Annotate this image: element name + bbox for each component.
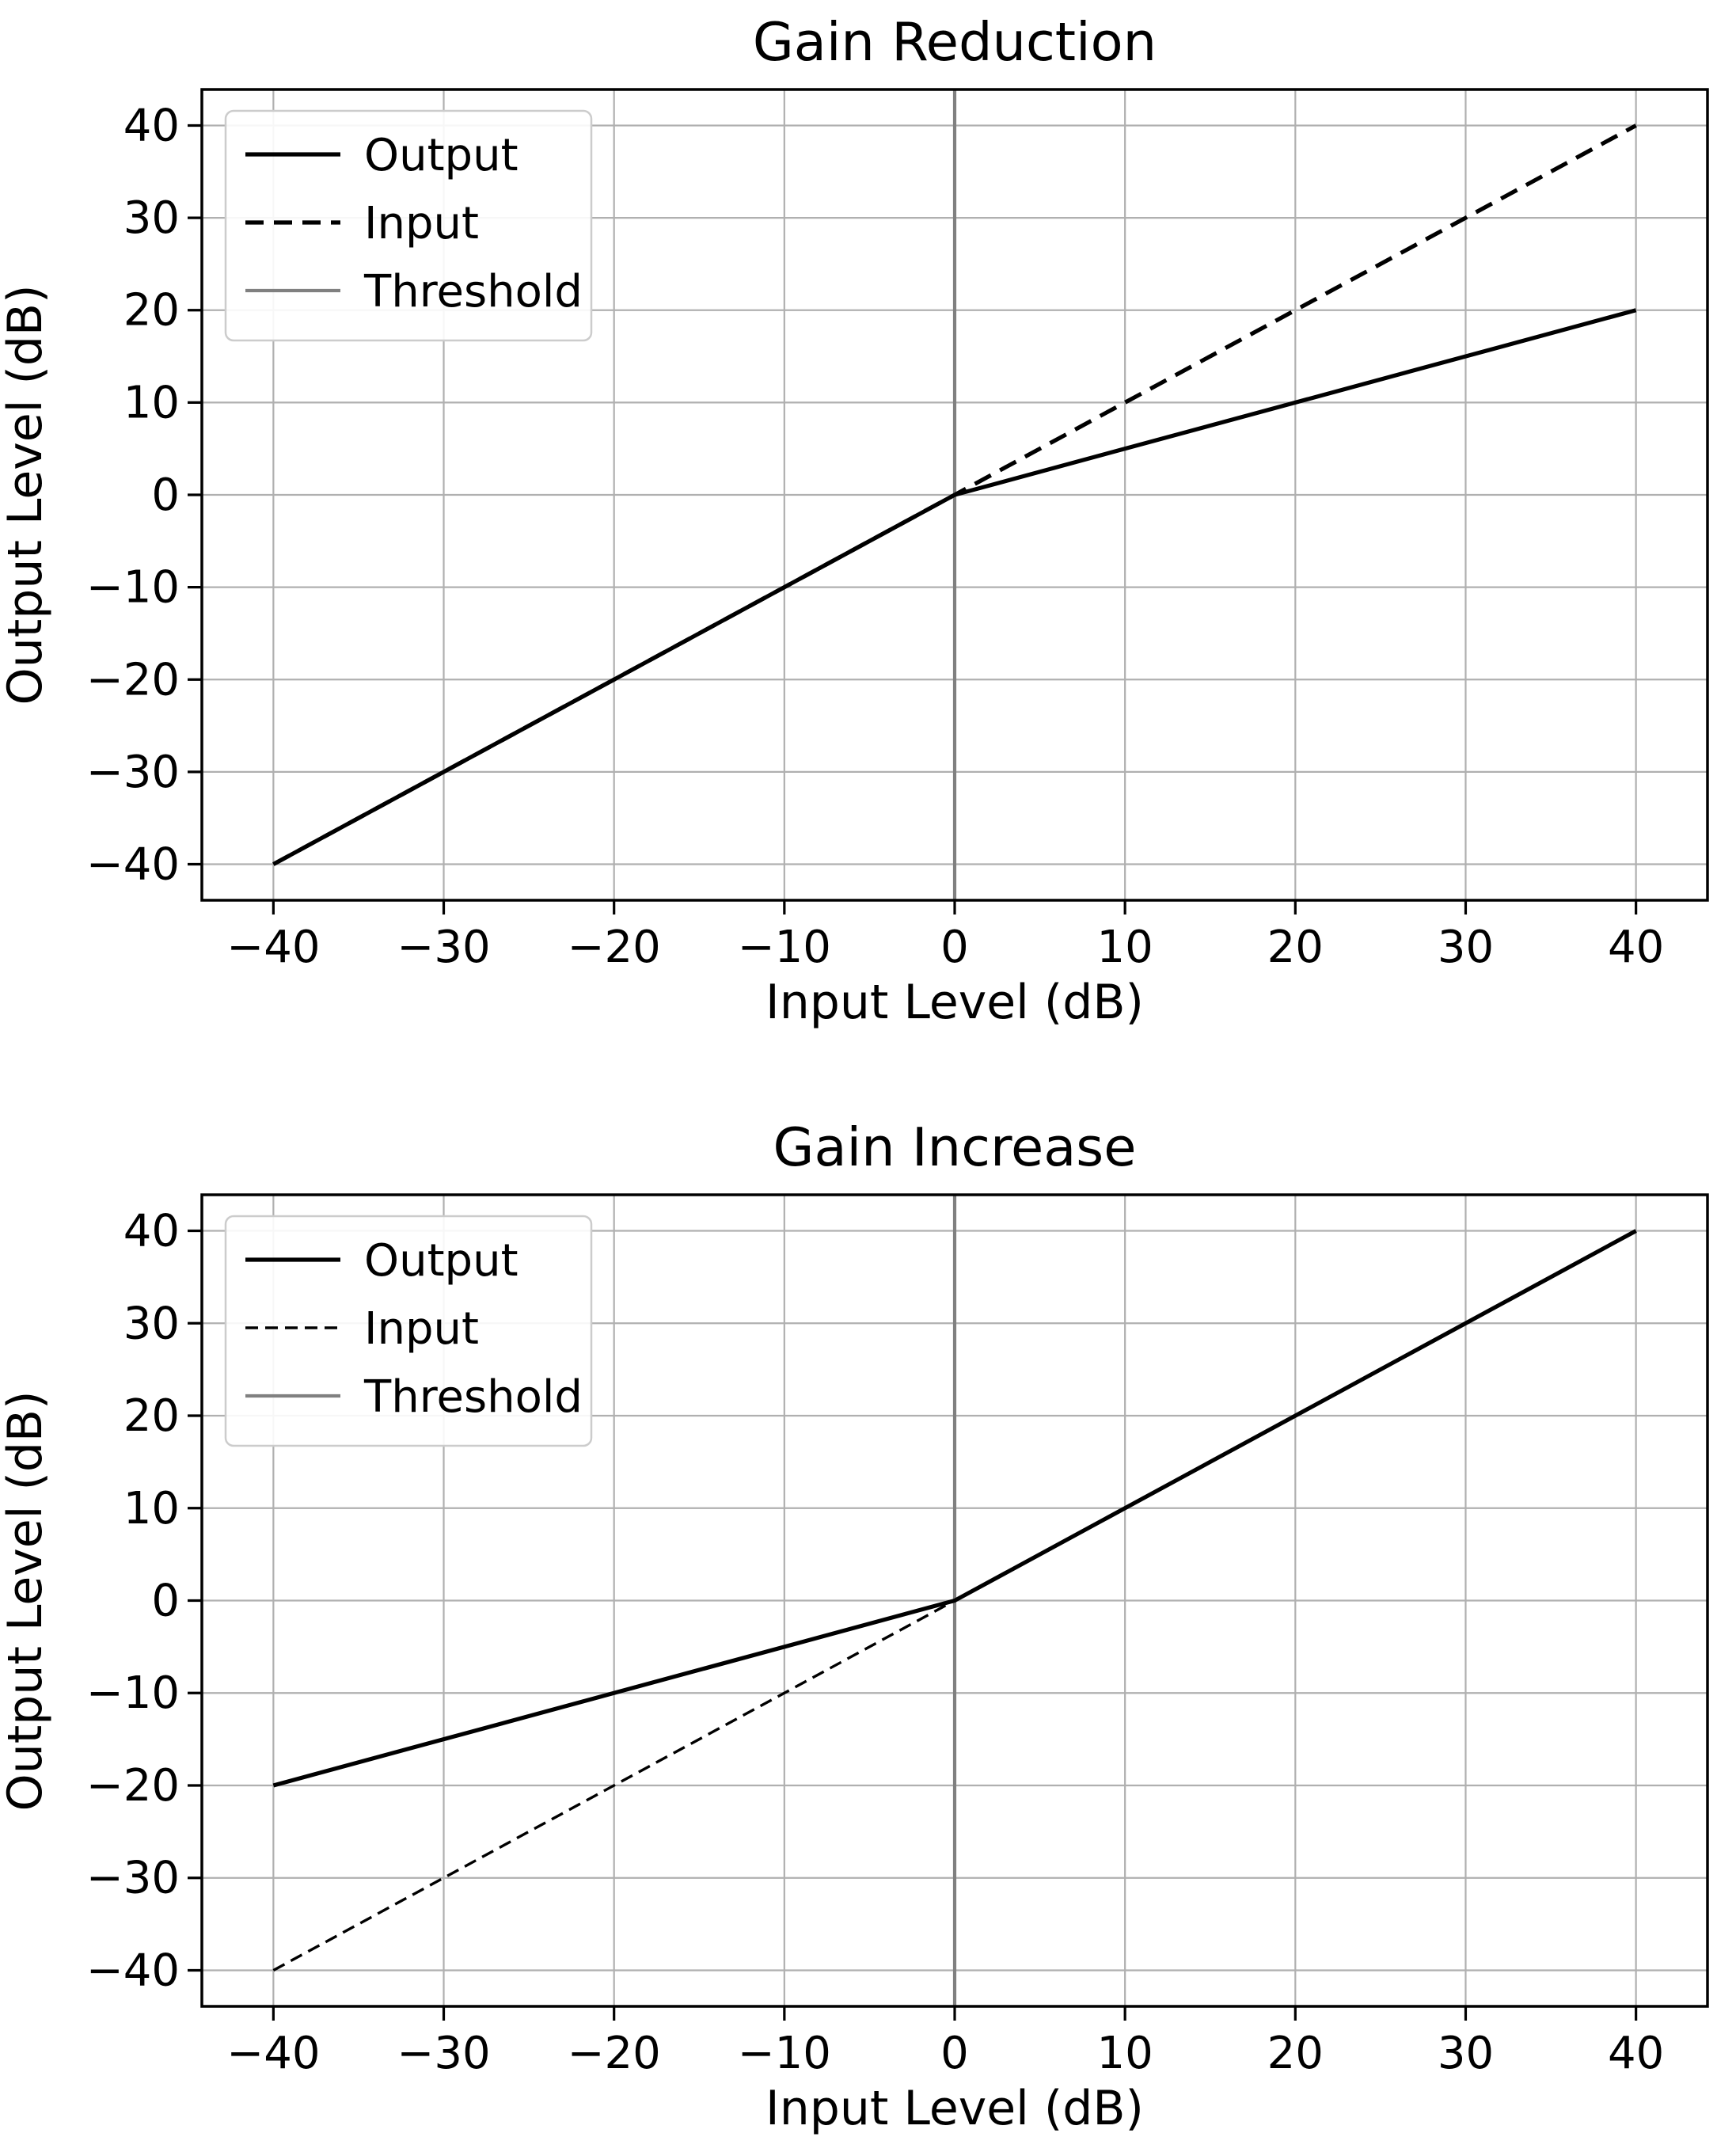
x-tick-label: −30 [397,922,490,973]
y-tick-label: −20 [86,1760,180,1812]
gain-increase-chart: −40 −30 −20 −10 0 10 20 30 40 −40 −30 −20 −10 0 10 20 30… [0,1116,1709,2136]
x-tick-label: −40 [226,922,320,973]
y-axis-label: Output Level (dB) [0,284,53,705]
y-tick-label: −40 [86,1945,180,1996]
x-tick-label: −10 [738,922,831,973]
x-tick-label: 30 [1438,922,1494,973]
y-tick-label: −30 [86,747,180,798]
x-axis-label: Input Level (dB) [765,975,1144,1030]
y-tick-label: −30 [86,1853,180,1904]
chart-title: Gain Reduction [753,11,1157,73]
legend: Output Input Threshold [224,1215,593,1447]
gain-reduction-plot-area: −40 −30 −20 −10 0 10 20 30 40 −40 −30 −20 −10 0 10 20 30… [86,88,1709,973]
y-tick-label: 20 [123,285,180,337]
y-tick-label: −10 [86,1667,180,1719]
y-tick-label: 0 [151,470,180,521]
x-axis-label: Input Level (dB) [765,2081,1144,2136]
y-tick-label: 30 [123,1298,180,1349]
y-tick-label: 10 [123,377,180,428]
y-tick-label: 0 [151,1576,180,1627]
legend-label: Threshold [363,266,583,318]
legend-label: Threshold [363,1371,583,1423]
x-tick-label: 20 [1267,2028,1324,2079]
x-tick-label: 30 [1438,2028,1494,2079]
y-tick-label: −10 [86,562,180,614]
x-tick-label: 0 [940,922,969,973]
x-tick-label: 40 [1608,2028,1664,2079]
x-tick-label: 20 [1267,922,1324,973]
y-tick-label: −40 [86,839,180,891]
gain-reduction-chart: −40 −30 −20 −10 0 10 20 30 40 −40 −30 −20 −10 0 10 20 30… [0,11,1709,1030]
legend: Output Input Threshold [224,109,593,342]
legend-label: Output [364,1235,519,1287]
output-line [272,1229,1637,1788]
y-tick-label: 20 [123,1390,180,1442]
x-tick-label: −10 [738,2028,831,2079]
x-tick-label: 0 [940,2028,969,2079]
x-tick-label: 40 [1608,922,1664,973]
x-tick-label: 10 [1097,2028,1153,2079]
legend-label: Input [364,198,479,249]
gain-increase-plot-area: −40 −30 −20 −10 0 10 20 30 40 −40 −30 −20 −10 0 10 20 30… [86,1193,1709,2079]
legend-box [224,1215,593,1447]
y-tick-label: 10 [123,1483,180,1534]
y-tick-label: 40 [123,1206,180,1257]
legend-label: Output [364,130,519,181]
output-line [272,308,1637,866]
y-tick-label: −20 [86,654,180,705]
x-tick-label: 10 [1097,922,1153,973]
y-axis-label: Output Level (dB) [0,1390,53,1811]
x-tick-label: −20 [568,922,661,973]
x-tick-label: −20 [568,2028,661,2079]
legend-box [224,109,593,342]
y-tick-label: 40 [123,100,180,151]
y-tick-label: 30 [123,192,180,244]
x-tick-label: −40 [226,2028,320,2079]
legend-label: Input [364,1303,479,1355]
chart-title: Gain Increase [773,1116,1137,1178]
x-tick-label: −30 [397,2028,490,2079]
